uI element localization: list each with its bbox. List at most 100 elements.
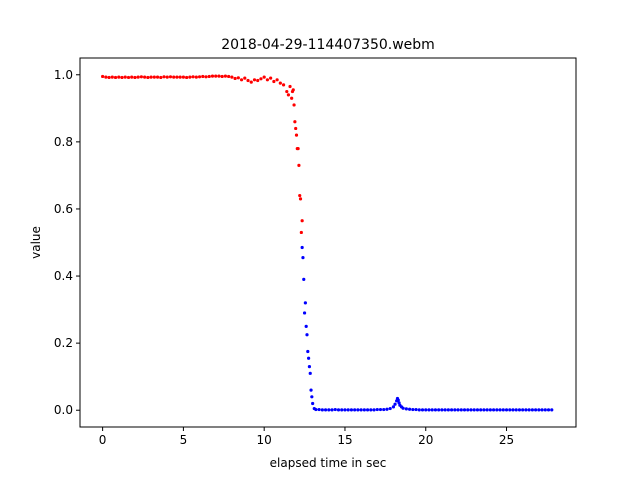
- data-point: [172, 75, 176, 79]
- data-point: [475, 408, 480, 412]
- data-point: [378, 407, 383, 412]
- data-point: [162, 75, 166, 79]
- data-point: [330, 408, 334, 412]
- data-point: [311, 401, 315, 406]
- data-point: [130, 75, 134, 79]
- data-point: [446, 408, 450, 412]
- data-point: [309, 388, 313, 392]
- data-point: [236, 76, 240, 80]
- data-point: [427, 408, 431, 412]
- data-point: [521, 408, 525, 412]
- x-tick-label: 0: [99, 433, 107, 447]
- data-point: [466, 408, 470, 412]
- data-point: [498, 408, 502, 412]
- data-point: [272, 79, 276, 84]
- data-point: [424, 408, 428, 412]
- data-point: [323, 408, 328, 412]
- data-point: [369, 408, 373, 412]
- x-tick-label: 20: [418, 433, 433, 447]
- data-point: [188, 75, 192, 79]
- data-point: [233, 76, 237, 81]
- data-point: [217, 74, 221, 78]
- data-point: [133, 75, 137, 80]
- data-point: [459, 408, 463, 412]
- data-point: [308, 371, 312, 375]
- data-point: [546, 408, 551, 412]
- data-point: [300, 245, 304, 250]
- data-point: [204, 75, 208, 79]
- data-point: [249, 80, 253, 84]
- data-point: [391, 405, 396, 409]
- data-point: [197, 75, 202, 79]
- data-point: [485, 408, 489, 412]
- data-point: [365, 408, 370, 412]
- data-point: [340, 408, 344, 412]
- x-tick-label: 25: [499, 433, 514, 447]
- data-point: [220, 74, 224, 79]
- data-point: [246, 78, 250, 83]
- y-tick-label: 0.8: [54, 135, 73, 149]
- data-point: [101, 74, 105, 79]
- data-point: [259, 77, 263, 81]
- data-point: [210, 74, 215, 78]
- data-point: [302, 277, 306, 281]
- data-point: [175, 75, 179, 79]
- data-point: [320, 408, 324, 412]
- data-point: [479, 408, 483, 412]
- data-point: [353, 408, 357, 412]
- data-point: [165, 75, 169, 79]
- data-point: [278, 81, 282, 85]
- data-point: [296, 146, 300, 151]
- data-point: [420, 408, 425, 412]
- data-point: [269, 76, 273, 80]
- data-point: [230, 75, 234, 79]
- data-point: [517, 408, 522, 412]
- data-point: [256, 78, 260, 83]
- data-point: [375, 407, 379, 412]
- data-point: [123, 75, 127, 79]
- data-point: [252, 78, 257, 82]
- data-point: [336, 408, 341, 412]
- data-point: [117, 75, 121, 79]
- y-axis-label: value: [29, 226, 43, 259]
- data-point: [298, 193, 302, 198]
- data-point: [191, 75, 195, 79]
- data-point: [303, 301, 307, 305]
- data-point: [139, 75, 143, 79]
- data-point: [104, 75, 108, 79]
- data-point: [305, 333, 309, 337]
- data-point: [456, 408, 460, 412]
- data-point: [293, 120, 297, 124]
- data-point: [437, 408, 441, 412]
- data-point: [149, 75, 153, 79]
- data-point: [286, 93, 291, 97]
- data-point: [194, 75, 198, 79]
- data-point: [327, 408, 331, 412]
- data-point: [527, 408, 531, 412]
- data-point: [333, 407, 337, 412]
- data-point: [301, 256, 305, 260]
- data-point: [155, 75, 160, 79]
- data-point: [201, 74, 205, 79]
- data-point: [304, 324, 308, 328]
- data-point: [239, 78, 244, 82]
- data-point: [223, 74, 228, 78]
- data-point: [307, 356, 311, 360]
- data-point: [508, 408, 512, 412]
- data-point: [514, 408, 518, 412]
- data-point: [382, 407, 386, 412]
- data-point: [417, 408, 421, 412]
- data-point: [396, 398, 400, 402]
- data-point: [550, 408, 554, 412]
- data-point: [495, 408, 499, 412]
- data-point: [302, 311, 307, 315]
- data-point: [450, 408, 454, 412]
- data-point: [294, 126, 298, 131]
- data-point: [385, 407, 389, 411]
- data-point: [290, 96, 294, 100]
- data-point: [433, 408, 438, 412]
- data-point: [540, 408, 544, 412]
- data-point: [511, 408, 515, 412]
